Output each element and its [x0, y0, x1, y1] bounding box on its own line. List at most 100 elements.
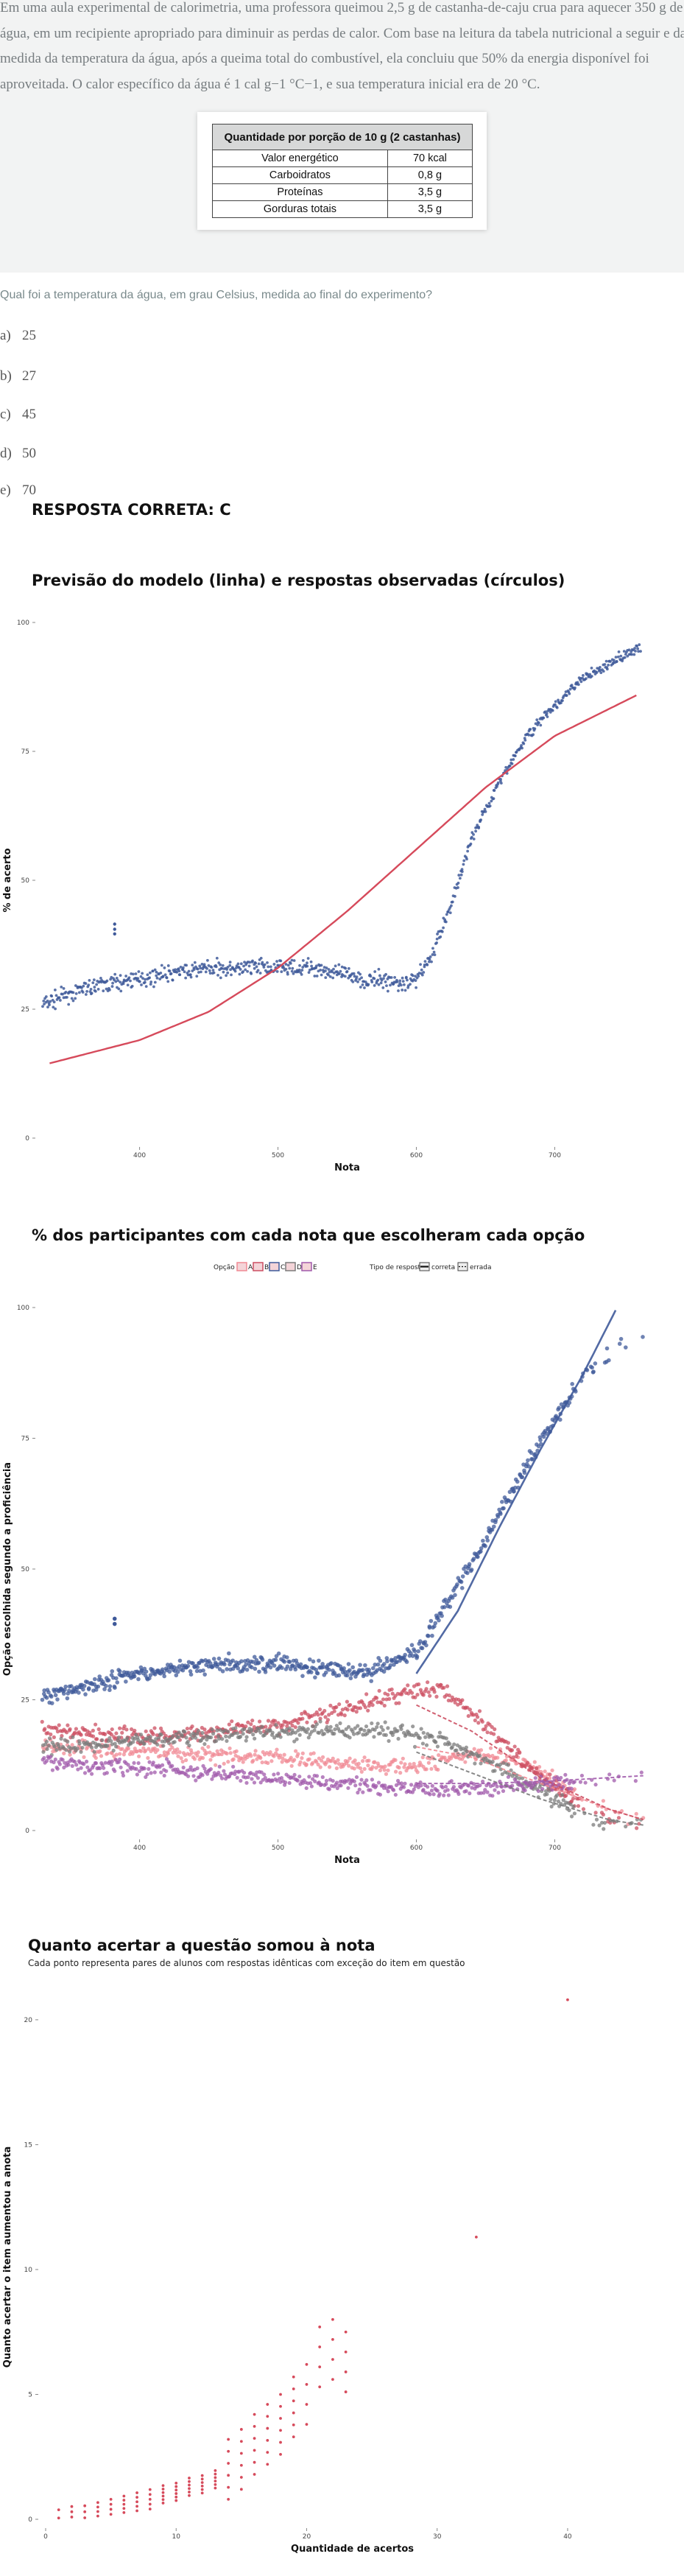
- option-E-point: [181, 1765, 186, 1770]
- option-E-point: [569, 1786, 574, 1791]
- answer-option-d[interactable]: d) 50: [0, 446, 36, 462]
- option-A-point: [208, 1758, 213, 1762]
- option-D-point: [54, 1747, 59, 1752]
- option-D-point: [217, 1736, 222, 1741]
- nutrient-name: Gorduras totais: [212, 200, 388, 218]
- answer-option-b[interactable]: b) 27: [0, 368, 36, 385]
- option-B-point: [397, 1701, 401, 1705]
- option-D-point: [545, 1792, 549, 1797]
- option-C-point: [148, 1673, 153, 1677]
- option-C-point: [263, 1670, 268, 1674]
- observed-point: [166, 980, 170, 983]
- observed-point: [584, 677, 588, 681]
- option-E-point: [195, 1766, 200, 1771]
- option-value: 45: [22, 407, 36, 422]
- answer-option-a[interactable]: a) 25: [0, 328, 36, 344]
- option-A-point: [358, 1766, 363, 1771]
- option-A-point: [268, 1750, 272, 1755]
- option-E-point: [358, 1782, 362, 1786]
- option-B-point: [102, 1732, 107, 1736]
- observed-point: [465, 857, 468, 861]
- option-E-point: [393, 1792, 398, 1797]
- answer-option-c[interactable]: c) 45: [0, 407, 36, 423]
- option-D-point: [244, 1738, 248, 1743]
- observed-point: [208, 969, 211, 972]
- option-E-point: [320, 1775, 325, 1780]
- option-C-point: [55, 1697, 60, 1702]
- option-A-point: [228, 1751, 233, 1755]
- option-E-point: [368, 1788, 373, 1792]
- option-A-point: [114, 1752, 119, 1757]
- option-A-point: [399, 1761, 403, 1765]
- observed-point: [513, 754, 517, 758]
- option-E-point: [50, 1768, 55, 1772]
- option-C-point: [437, 1618, 441, 1623]
- observed-point: [401, 980, 405, 983]
- option-C-point: [403, 1652, 407, 1657]
- observed-point: [50, 994, 54, 998]
- option-C-point: [481, 1538, 485, 1543]
- observed-point: [267, 965, 270, 969]
- option-B-point: [68, 1727, 72, 1731]
- option-A-point: [496, 1755, 500, 1760]
- option-C-point: [433, 1621, 438, 1626]
- option-D-point: [226, 1729, 230, 1734]
- y-axis-label: Opção escolhida segundo a proficiência: [2, 1462, 13, 1676]
- option-D-point: [109, 1738, 113, 1744]
- observed-point: [460, 870, 464, 874]
- option-B-point: [387, 1696, 392, 1701]
- option-A-point: [318, 1765, 322, 1769]
- option-B-point: [185, 1726, 189, 1731]
- score-gain-point: [253, 2473, 256, 2476]
- score-gain-point: [174, 2492, 178, 2495]
- option-B-point: [601, 1812, 605, 1817]
- observed-point: [199, 966, 202, 970]
- y-tick-label: 100: [17, 620, 29, 627]
- observed-point: [82, 984, 85, 988]
- option-B-point: [382, 1703, 387, 1708]
- observed-point: [159, 971, 163, 975]
- score-gain-point: [135, 2491, 138, 2494]
- option-D-point: [384, 1733, 388, 1737]
- observed-point: [574, 686, 577, 689]
- observed-point: [376, 978, 380, 982]
- option-C-point: [367, 1667, 371, 1672]
- score-gain-point: [305, 2403, 308, 2406]
- option-A-point: [289, 1763, 294, 1768]
- observed-point: [522, 742, 526, 745]
- observed-point: [242, 964, 245, 968]
- option-B-point: [417, 1682, 421, 1687]
- option-D-point: [435, 1744, 440, 1749]
- option-D-point: [225, 1738, 229, 1744]
- observed-point: [127, 976, 131, 980]
- option-C-point: [342, 1669, 348, 1674]
- x-axis-label: Quantidade de acertos: [291, 2544, 414, 2555]
- score-gain-point: [239, 2440, 243, 2443]
- option-D-point: [250, 1727, 254, 1732]
- option-E-point: [259, 1770, 264, 1775]
- answer-option-e[interactable]: e) 70: [0, 482, 36, 499]
- option-E-point: [244, 1780, 249, 1785]
- score-gain-point: [292, 2399, 295, 2403]
- nutrient-amount: 3,5 g: [387, 200, 473, 218]
- option-E-point: [84, 1759, 89, 1764]
- observed-point: [411, 974, 415, 978]
- observed-point: [301, 958, 305, 962]
- option-B-point: [367, 1704, 371, 1708]
- score-gain-point: [253, 2412, 256, 2416]
- option-C-point: [448, 1604, 453, 1610]
- observed-point: [551, 709, 554, 712]
- option-C-point: [300, 1674, 305, 1678]
- option-A-point: [359, 1769, 364, 1774]
- option-B-point: [337, 1702, 342, 1707]
- observed-point: [208, 972, 212, 975]
- observed-point: [378, 974, 381, 978]
- option-E-point: [309, 1784, 314, 1789]
- observed-point: [292, 959, 296, 962]
- observed-point: [219, 963, 222, 966]
- option-A-point: [212, 1752, 217, 1757]
- observed-point: [177, 967, 180, 971]
- option-B-point: [120, 1730, 124, 1735]
- option-C-point: [94, 1688, 99, 1692]
- option-C-point: [244, 1667, 250, 1672]
